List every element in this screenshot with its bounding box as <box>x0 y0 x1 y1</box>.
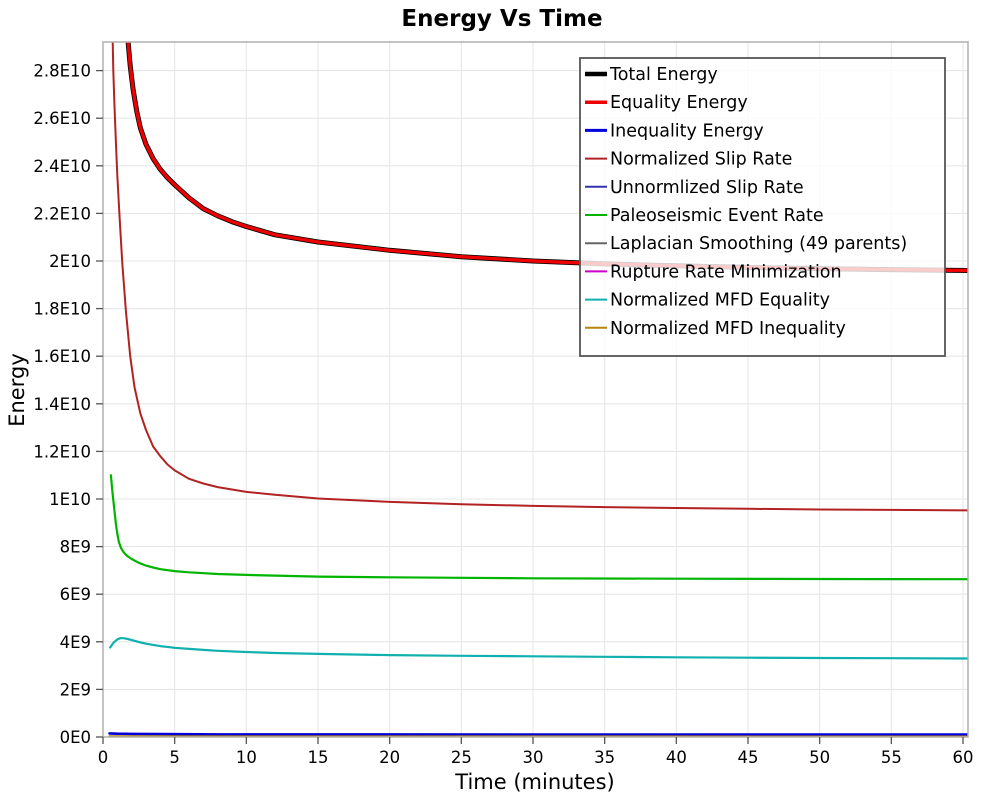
x-tick-label: 20 <box>379 748 400 767</box>
x-tick-label: 55 <box>881 748 902 767</box>
y-tick-label: 4E9 <box>60 633 91 652</box>
plot-border <box>102 41 969 738</box>
y-tick-label: 6E9 <box>60 585 91 604</box>
y-tick-label: 2.2E10 <box>33 204 91 223</box>
x-tick-label: 40 <box>666 748 687 767</box>
legend-item-label: Equality Energy <box>610 93 748 113</box>
x-tick-label: 45 <box>738 748 759 767</box>
y-tick-label: 1E10 <box>49 490 91 509</box>
x-tick-label: 30 <box>523 748 544 767</box>
y-axis-label: Energy <box>5 353 29 427</box>
x-tick-label: 60 <box>953 748 974 767</box>
y-tick-label: 0E0 <box>60 728 91 747</box>
y-tick-label: 8E9 <box>60 538 91 557</box>
y-tick-label: 1.6E10 <box>33 347 91 366</box>
x-tick-label: 25 <box>451 748 472 767</box>
chart-title: Energy Vs Time <box>401 6 602 32</box>
axis-ticks: 0 5 10 15 20 25 30 35 40 45 50 55 60 0E0 2E9 4E9 6E9 8E9 1… <box>33 62 973 767</box>
x-tick-label: 15 <box>308 748 329 767</box>
legend-item-label: Paleoseismic Event Rate <box>610 206 824 226</box>
y-tick-label: 1.2E10 <box>33 442 91 461</box>
legend-item-label: Normalized MFD Inequality <box>610 319 846 339</box>
series-line-inequality-energy <box>108 732 968 736</box>
y-tick-label: 2E9 <box>60 680 91 699</box>
legend-box <box>579 57 946 357</box>
legend-item-label: Rupture Rate Minimization <box>610 262 842 282</box>
legend-item-label: Unnormlized Slip Rate <box>610 178 804 198</box>
y-tick-label: 2E10 <box>49 252 91 271</box>
x-tick-label: 5 <box>169 748 180 767</box>
legend-item-label: Normalized MFD Equality <box>610 291 830 311</box>
series-line-paleoseismic-event-rate <box>109 474 968 581</box>
x-tick-label: 10 <box>236 748 257 767</box>
y-tick-label: 1.4E10 <box>33 395 91 414</box>
x-tick-label: 50 <box>809 748 830 767</box>
legend-item-label: Total Energy <box>609 65 718 85</box>
legend: Total Energy Equality Energy Inequality En… <box>579 57 946 357</box>
y-tick-label: 2.6E10 <box>33 109 91 128</box>
y-tick-label: 1.8E10 <box>33 300 91 319</box>
series-line-normalized-mfd-equality <box>109 637 968 660</box>
legend-item-label: Laplacian Smoothing (49 parents) <box>610 234 907 254</box>
legend-item-label: Inequality Energy <box>610 121 764 141</box>
legend-item-label: Normalized Slip Rate <box>610 150 792 170</box>
x-tick-label: 0 <box>98 748 109 767</box>
series-line-normalized-slip-rate <box>111 42 968 512</box>
y-tick-label: 2.4E10 <box>33 157 91 176</box>
x-tick-label: 35 <box>594 748 615 767</box>
y-tick-label: 2.8E10 <box>33 62 91 81</box>
x-axis-label: Time (minutes) <box>454 770 614 794</box>
